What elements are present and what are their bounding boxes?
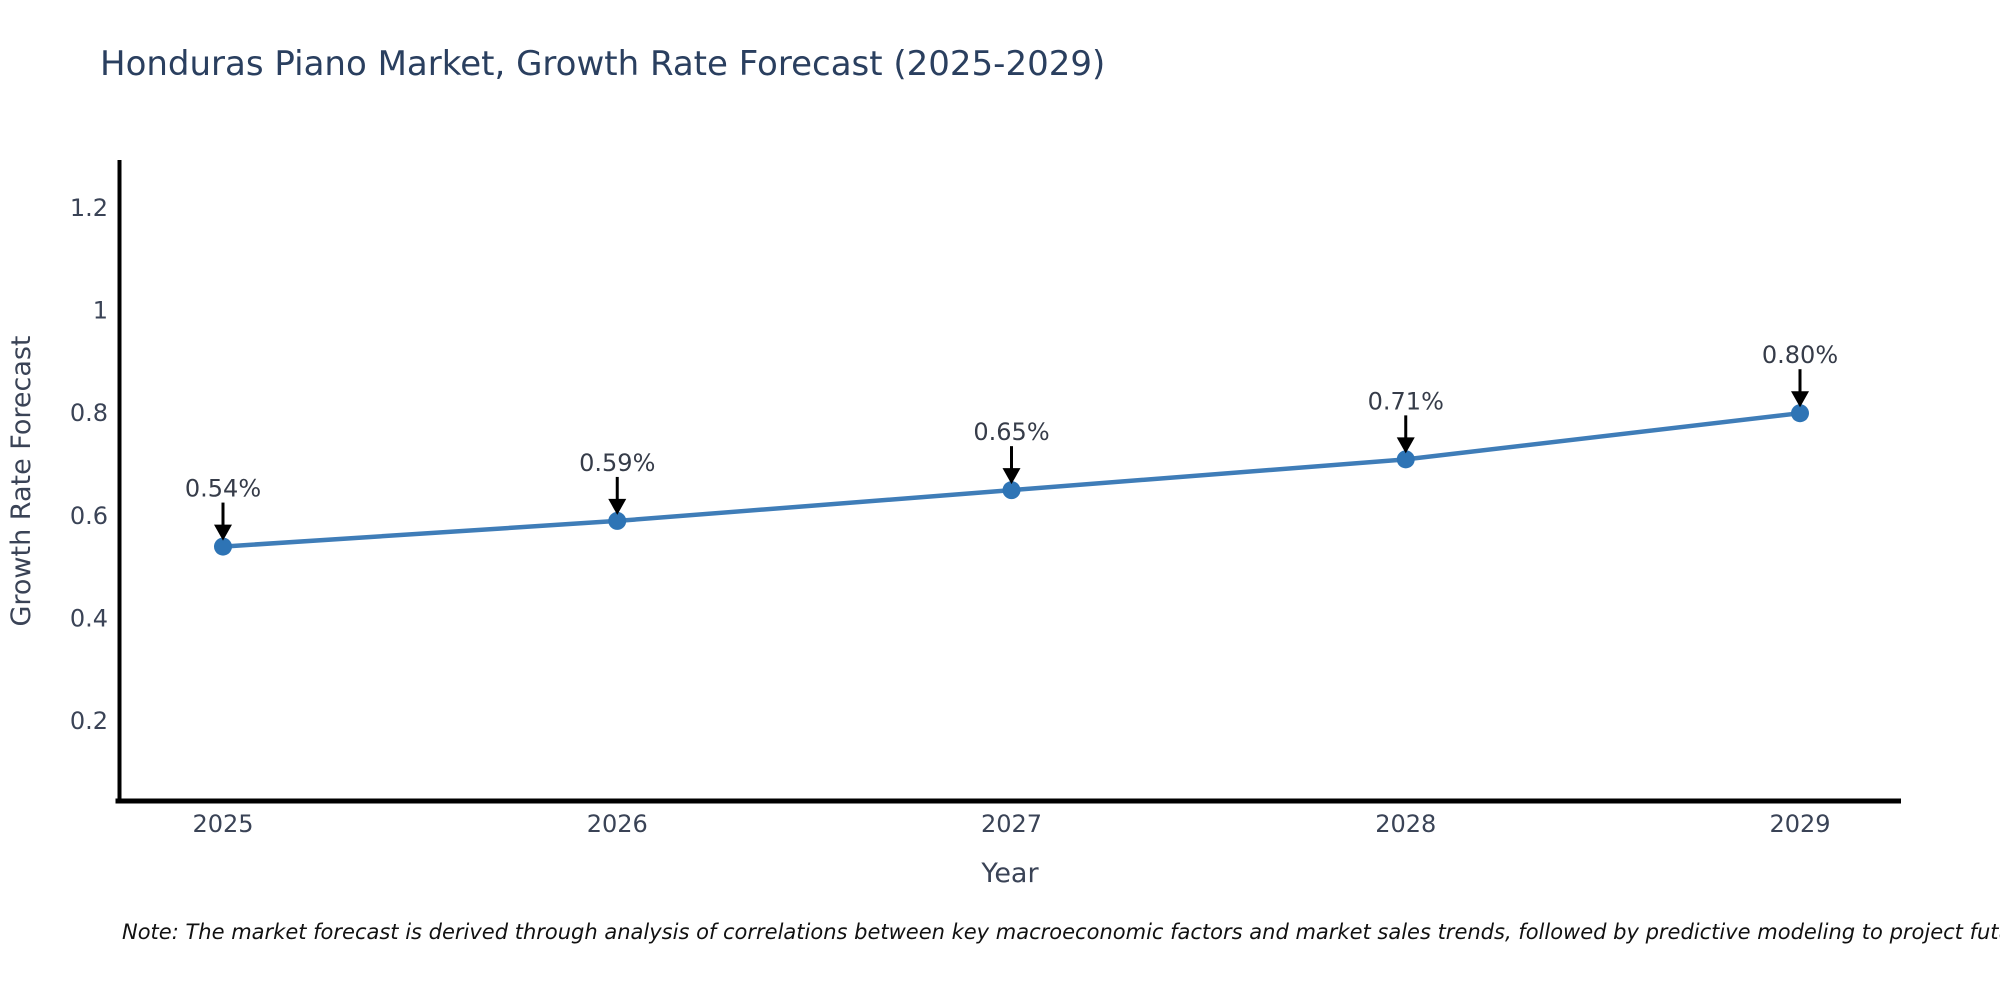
annotation-label: 0.65%	[973, 418, 1049, 446]
y-tick-label: 0.6	[70, 502, 108, 530]
y-tick-label: 0.8	[70, 399, 108, 427]
plot-layer: 1.2 1 0.8 0.6 0.4 0.2 2025 2026 2027 2028 2029 0.54…	[70, 160, 1901, 838]
annotation-arrowhead-icon	[1002, 468, 1021, 485]
y-tick-label: 0.4	[70, 604, 108, 632]
x-tick-label: 2028	[1375, 810, 1436, 838]
data-point	[1002, 481, 1021, 500]
data-point	[1791, 404, 1809, 423]
footnote: Note: The market forecast is derived thr…	[122, 920, 2000, 944]
x-tick-label: 2027	[981, 810, 1042, 838]
annotation-arrowhead-icon	[1791, 391, 1809, 408]
y-tick-label: 0.2	[70, 707, 108, 735]
annotation-label: 0.59%	[579, 449, 655, 477]
y-tick-label: 1	[93, 297, 108, 325]
data-point	[214, 537, 232, 556]
annotation-arrowhead-icon	[1396, 437, 1415, 454]
x-tick-label: 2025	[192, 810, 253, 838]
annotation-label: 0.54%	[185, 475, 261, 503]
x-axis-title: Year	[980, 858, 1039, 889]
annotation-arrowhead-icon	[608, 498, 627, 515]
x-tick-label: 2026	[587, 810, 648, 838]
chart-title: Honduras Piano Market, Growth Rate Forec…	[100, 44, 1105, 84]
y-axis-title: Growth Rate Forecast	[6, 335, 37, 626]
y-tick-label: 1.2	[70, 194, 108, 222]
data-point	[608, 511, 627, 530]
annotation-label: 0.71%	[1368, 387, 1444, 415]
annotation-label: 0.80%	[1762, 341, 1838, 369]
annotation-arrowhead-icon	[214, 524, 232, 541]
x-tick-label: 2029	[1769, 810, 1830, 838]
data-point	[1396, 450, 1415, 469]
